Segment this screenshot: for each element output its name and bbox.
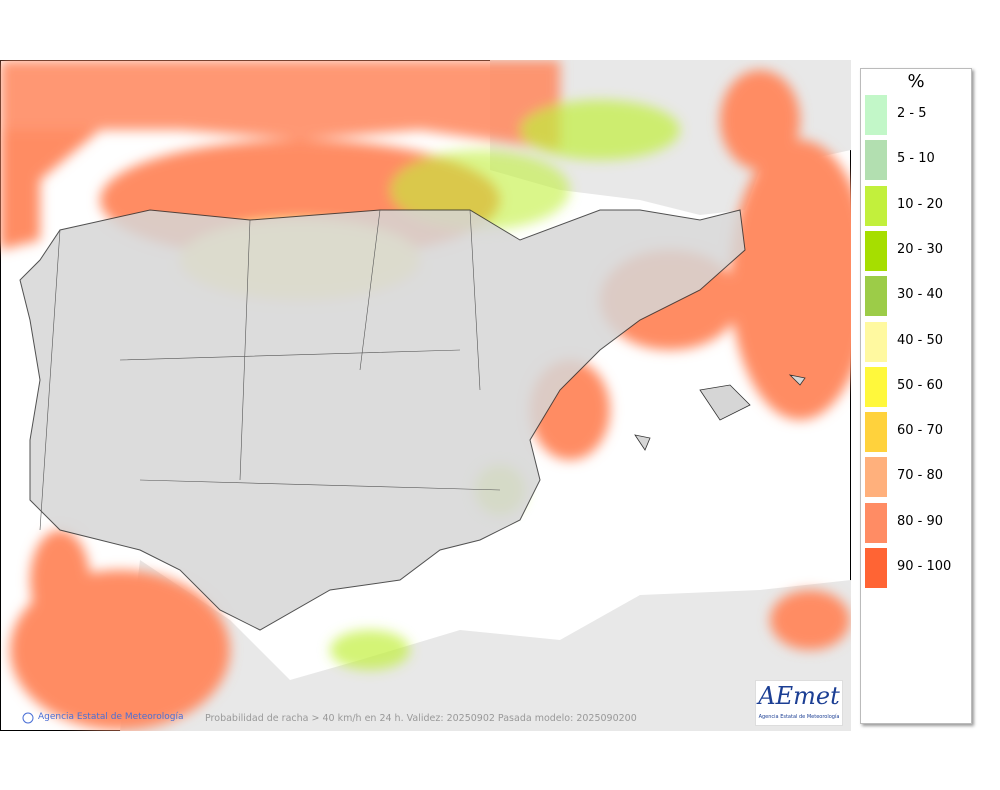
- legend-label: 10 - 20: [897, 196, 944, 212]
- legend-swatch: [865, 412, 887, 453]
- africa: [120, 560, 851, 731]
- legend: % 2 - 5 5 - 10 10 - 20 20 - 30 30 - 40 40 - 5…: [860, 68, 972, 724]
- legend-title: %: [907, 71, 925, 92]
- legend-label: 80 - 90: [897, 513, 944, 529]
- legend-label: 40 - 50: [897, 332, 944, 348]
- region-borders: [39, 209, 501, 531]
- legend-label: 70 - 80: [897, 468, 944, 484]
- legend-label: 2 - 5: [897, 106, 927, 121]
- legend-swatch: [865, 457, 887, 498]
- legend-swatch: [865, 95, 887, 135]
- legend-swatch: [865, 276, 887, 317]
- legend-label: 5 - 10: [897, 151, 935, 167]
- legend-swatch: [865, 321, 887, 362]
- credit: Agencia Estatal de Meteorología: [38, 712, 184, 722]
- logo-name: AEmet: [758, 682, 840, 710]
- balearic-islands: [634, 374, 806, 451]
- legend-label: 60 - 70: [897, 423, 944, 439]
- legend-swatch: [865, 548, 887, 588]
- copyright-icon: [22, 712, 34, 724]
- legend-label: 90 - 100: [897, 559, 952, 574]
- legend-swatch: [865, 366, 887, 407]
- legend-label: 20 - 30: [897, 241, 944, 257]
- legend-label: 50 - 60: [897, 377, 944, 393]
- legend-swatch: [865, 230, 887, 271]
- caption: Probabilidad de racha > 40 km/h en 24 h.…: [205, 713, 637, 724]
- legend-swatch: [865, 502, 887, 543]
- map: [0, 60, 851, 731]
- logo-subtitle: Agencia Estatal de Meteorología: [758, 714, 840, 720]
- logo: AEmet Agencia Estatal de Meteorología: [755, 680, 843, 726]
- legend-label: 30 - 40: [897, 287, 944, 303]
- iberian-peninsula: [19, 209, 746, 631]
- legend-swatch: [865, 185, 887, 226]
- legend-swatch: [865, 140, 887, 181]
